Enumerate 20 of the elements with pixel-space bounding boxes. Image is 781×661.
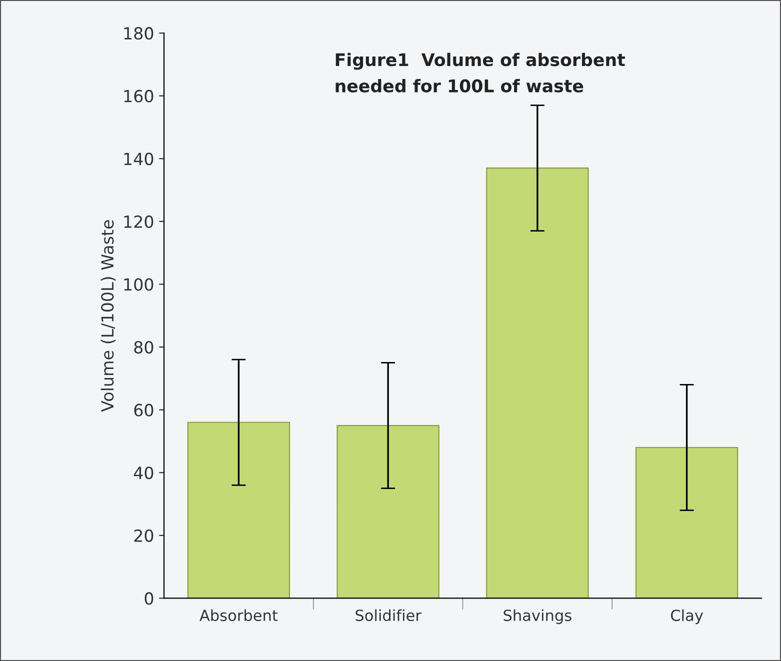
bar <box>336 424 440 598</box>
bar <box>635 446 738 598</box>
y-tick-label: 100 <box>124 278 154 291</box>
y-tick-label: 20 <box>134 529 154 542</box>
x-tick-label: Absorbent <box>200 609 278 622</box>
y-tick-label: 60 <box>134 404 154 416</box>
y-tick-label: 140 <box>124 152 154 166</box>
y-tick-label: 80 <box>134 340 154 354</box>
text: Figure1 Volume of absorbent needed for 100L of waste <box>336 52 625 92</box>
y-tick-label: 160 <box>124 90 154 102</box>
y-axis-title: Volume (L/100L) Waste <box>100 220 116 412</box>
x-tick-label: Shavings <box>504 609 572 624</box>
y-tick-label: 120 <box>124 215 154 228</box>
bar <box>187 422 290 598</box>
y-tick-label: 40 <box>134 466 154 480</box>
y-tick-label: 0 <box>144 592 154 605</box>
x-tick-label: Clay <box>670 609 703 624</box>
y-tick-label: 180 <box>124 27 154 40</box>
x-tick-label: Solidifier <box>356 609 422 622</box>
bar <box>486 168 589 598</box>
